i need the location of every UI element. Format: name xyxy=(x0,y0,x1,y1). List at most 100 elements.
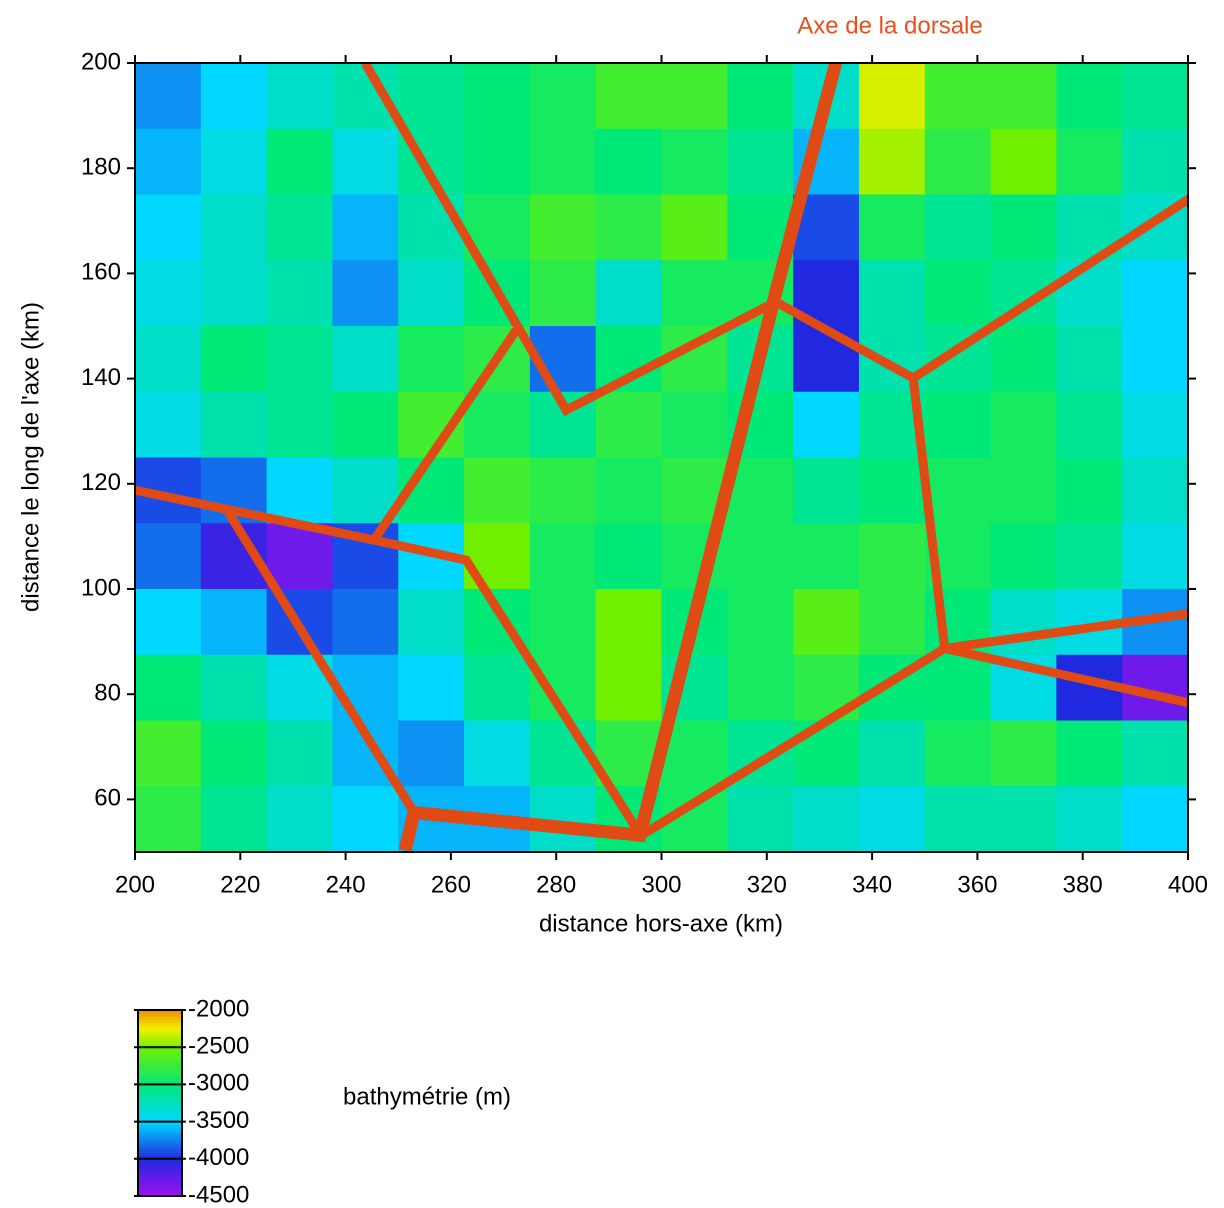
heatmap-cell xyxy=(858,786,926,852)
x-tick-label: 360 xyxy=(957,871,997,898)
x-tick-label: 320 xyxy=(747,871,787,898)
heatmap-cell xyxy=(398,63,465,130)
colorbar-swatch xyxy=(138,1087,182,1092)
fault-line xyxy=(224,509,418,815)
heatmap-cell xyxy=(990,63,1057,130)
heatmap-cell xyxy=(529,194,597,261)
heatmap-cell xyxy=(332,786,399,852)
colorbar-swatch xyxy=(138,1075,182,1079)
y-tick-label: 80 xyxy=(94,680,121,707)
colorbar-swatch xyxy=(138,1171,182,1175)
colorbar-swatch xyxy=(138,1090,182,1095)
heatmap-cell xyxy=(529,457,597,524)
heatmap-cell xyxy=(464,654,531,721)
fault-line xyxy=(370,327,520,543)
heatmap-cell xyxy=(1056,786,1123,852)
heatmap-cell xyxy=(661,391,728,458)
x-tick-label: 220 xyxy=(220,871,260,898)
heatmap-cell xyxy=(200,391,268,458)
colorbar-swatch xyxy=(138,1096,182,1101)
colorbar-swatch xyxy=(138,1059,182,1064)
heatmap-cell xyxy=(200,654,268,721)
colorbar-swatch xyxy=(138,1068,182,1073)
heatmap-cell xyxy=(266,63,333,130)
heatmap-cell xyxy=(661,63,728,130)
colorbar-swatch xyxy=(138,1143,182,1147)
heatmap-cell xyxy=(924,720,992,787)
colorbar-swatch xyxy=(138,1183,182,1188)
colorbar-swatch xyxy=(138,1093,182,1098)
heatmap-cell xyxy=(398,326,465,393)
colorbar-swatch xyxy=(138,1072,182,1076)
heatmap-cell xyxy=(332,194,399,261)
y-tick-label: 60 xyxy=(94,785,121,812)
colorbar-tick-label: -4500 xyxy=(188,1181,249,1208)
heatmap-cell xyxy=(1122,720,1188,787)
y-tick-label: 180 xyxy=(81,154,121,181)
heatmap-cell xyxy=(858,260,926,327)
colorbar-swatch xyxy=(138,1146,182,1151)
heatmap-cell xyxy=(200,786,268,852)
heatmap-cell xyxy=(200,589,268,656)
heatmap-cell xyxy=(332,326,399,393)
colorbar-swatch xyxy=(138,1137,182,1141)
heatmap-cell xyxy=(793,720,860,787)
heatmap-cell xyxy=(135,654,202,721)
heatmap-cell xyxy=(200,128,268,195)
heatmap-cell xyxy=(1056,326,1123,393)
colorbar-swatch xyxy=(138,1050,182,1054)
colorbar-label: bathymétrie (m) xyxy=(343,1083,511,1110)
heatmap-cell xyxy=(135,523,202,590)
colorbar-swatch xyxy=(138,1084,182,1089)
heatmap-cell xyxy=(1122,326,1188,393)
heatmap-cell xyxy=(727,786,794,852)
heatmap-cell xyxy=(266,786,333,852)
heatmap-cell xyxy=(135,326,202,393)
colorbar-swatch xyxy=(138,1165,182,1169)
heatmap-cell xyxy=(793,457,860,524)
colorbar-swatch xyxy=(138,1130,182,1135)
heatmap-cell xyxy=(266,457,333,524)
heatmap-cell xyxy=(661,260,728,327)
heatmap xyxy=(135,63,1188,852)
heatmap-cell xyxy=(1122,260,1188,327)
fault-line xyxy=(943,644,1188,708)
heatmap-cell xyxy=(1056,457,1123,524)
heatmap-cell xyxy=(1056,128,1123,195)
colorbar-swatch xyxy=(138,1189,182,1194)
x-tick-label: 340 xyxy=(852,871,892,898)
heatmap-cell xyxy=(266,260,333,327)
x-tick-label: 240 xyxy=(326,871,366,898)
heatmap-cell xyxy=(529,523,597,590)
y-tick-label: 200 xyxy=(81,48,121,75)
colorbar-swatch xyxy=(138,1115,182,1120)
fault-line xyxy=(638,644,948,840)
colorbar-tick-label: -3000 xyxy=(188,1070,249,1097)
colorbar-swatch xyxy=(138,1078,182,1082)
heatmap-cell xyxy=(398,194,465,261)
heatmap-cell xyxy=(200,260,268,327)
heatmap-cell xyxy=(200,720,268,787)
heatmap-cell xyxy=(793,391,860,458)
heatmap-cell xyxy=(990,523,1057,590)
heatmap-cell xyxy=(924,391,992,458)
heatmap-cell xyxy=(661,128,728,195)
heatmap-cell xyxy=(1122,523,1188,590)
heatmap-cell xyxy=(595,457,662,524)
heatmap-cell xyxy=(793,589,860,656)
colorbar-swatch xyxy=(138,1149,182,1154)
heatmap-cell xyxy=(135,128,202,195)
heatmap-cell xyxy=(858,720,926,787)
colorbar-swatch xyxy=(138,1025,182,1030)
heatmap-cell xyxy=(1122,786,1188,852)
heatmap-cell xyxy=(858,457,926,524)
heatmap-cell xyxy=(924,654,992,721)
colorbar-swatch xyxy=(138,1152,182,1157)
heatmap-cell xyxy=(464,63,531,130)
fault-line xyxy=(361,63,1188,417)
heatmap-cell xyxy=(200,194,268,261)
heatmap-cell xyxy=(332,128,399,195)
heatmap-cell xyxy=(200,63,268,130)
colorbar-swatch xyxy=(138,1053,182,1058)
heatmap-cell xyxy=(529,128,597,195)
